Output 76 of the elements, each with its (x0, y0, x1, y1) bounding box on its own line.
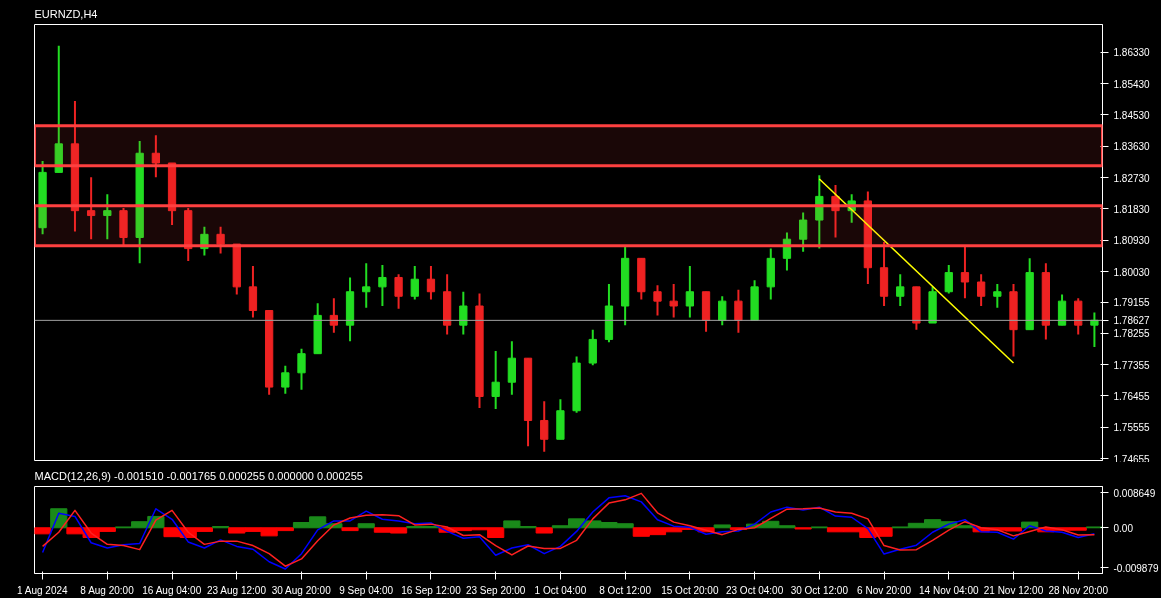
candlestick (993, 283, 1002, 309)
candlestick (960, 245, 970, 300)
candlestick (1090, 311, 1099, 349)
x-tick-label: 21 Nov 12:00 (983, 584, 1044, 596)
y-tick-label: 1.78255 (1113, 328, 1151, 340)
candlestick (588, 328, 597, 367)
candlestick (491, 349, 500, 410)
candlestick (103, 193, 112, 241)
y-tick-label: 1.74655 (1113, 453, 1151, 465)
y-tick-label: 1.80930 (1113, 235, 1151, 247)
candlestick (653, 284, 662, 317)
candlestick (426, 264, 436, 301)
x-tick-label: 30 Oct 12:00 (790, 584, 849, 596)
candlestick (540, 400, 549, 453)
candlestick (815, 174, 824, 250)
candlestick (394, 273, 403, 310)
candlestick (718, 295, 727, 327)
candlestick (248, 264, 258, 319)
candlestick (944, 263, 953, 295)
candlestick (847, 193, 856, 224)
candlestick (734, 288, 743, 334)
x-tick-label: 23 Aug 12:00 (207, 584, 267, 596)
candlestick (329, 297, 338, 334)
y-tick-label: 1.86330 (1113, 47, 1151, 59)
bar (357, 523, 375, 529)
candlestick (151, 134, 160, 179)
x-tick-label: 16 Aug 04:00 (142, 584, 202, 596)
candlestick (410, 264, 419, 301)
candlestick (87, 176, 96, 241)
x-tick-label: 14 Nov 04:00 (919, 584, 979, 596)
candlestick (799, 211, 808, 253)
chart-title: EURNZD,H4 (34, 7, 98, 20)
y-tick-label: 1.80030 (1113, 266, 1151, 278)
x-tick-label: 30 Aug 20:00 (271, 584, 332, 596)
candlestick (977, 273, 986, 307)
bar (713, 524, 731, 529)
x-tick-label: 23 Oct 04:00 (725, 584, 784, 596)
y-tick-label: 0.008649 (1113, 487, 1156, 499)
candlestick (669, 283, 678, 319)
candlestick (281, 364, 290, 395)
y-tick-label: 1.79155 (1113, 297, 1151, 308)
bar (341, 527, 359, 532)
x-tick-label: 1 Aug 2024 (17, 584, 69, 596)
x-tick-label: 1 Oct 04:00 (534, 584, 587, 596)
candlestick (782, 231, 792, 272)
y-tick-label: 1.81830 (1113, 203, 1151, 215)
x-tick-label: 8 Oct 12:00 (599, 584, 652, 596)
y-tick-label: 1.85430 (1113, 78, 1151, 90)
y-tick-label: 1.76455 (1113, 390, 1151, 402)
bar (535, 527, 553, 534)
candlestick (297, 347, 306, 391)
candlestick (459, 290, 468, 336)
candlestick (378, 263, 387, 307)
x-tick-label: 8 Aug 20:00 (80, 584, 135, 596)
candlestick (831, 183, 840, 239)
bar (34, 527, 52, 535)
candlestick (896, 273, 905, 307)
chart-title: MACD(12,26,9) -0.001510 -0.001765 0.000255 0.000000 0.000255 (34, 469, 363, 482)
y-tick-label: 1.82730 (1113, 172, 1151, 184)
y-tick-label: 1.83630 (1113, 141, 1151, 153)
x-tick-label: 16 Sep 12:00 (401, 584, 462, 596)
y-tick-label: -0.009879 (1113, 562, 1159, 574)
x-tick-label: 23 Sep 20:00 (465, 584, 526, 596)
candlestick (685, 264, 694, 319)
y-tick-label: 1.75555 (1113, 422, 1151, 434)
x-tick-label: 9 Sep 04:00 (339, 584, 394, 596)
y-tick-label: 1.84530 (1113, 109, 1151, 121)
x-tick-label: 15 Oct 20:00 (661, 584, 719, 596)
y-tick-label: 1.77355 (1113, 359, 1151, 371)
candlestick (216, 225, 225, 255)
candlestick (362, 262, 371, 309)
y-tick-label: 0.00 (1113, 522, 1134, 534)
candlestick (200, 225, 209, 257)
x-tick-label: 6 Nov 20:00 (857, 584, 912, 596)
ref-line-label: 1.78627 (1113, 315, 1151, 327)
x-tick-label: 28 Nov 20:00 (1048, 584, 1109, 596)
